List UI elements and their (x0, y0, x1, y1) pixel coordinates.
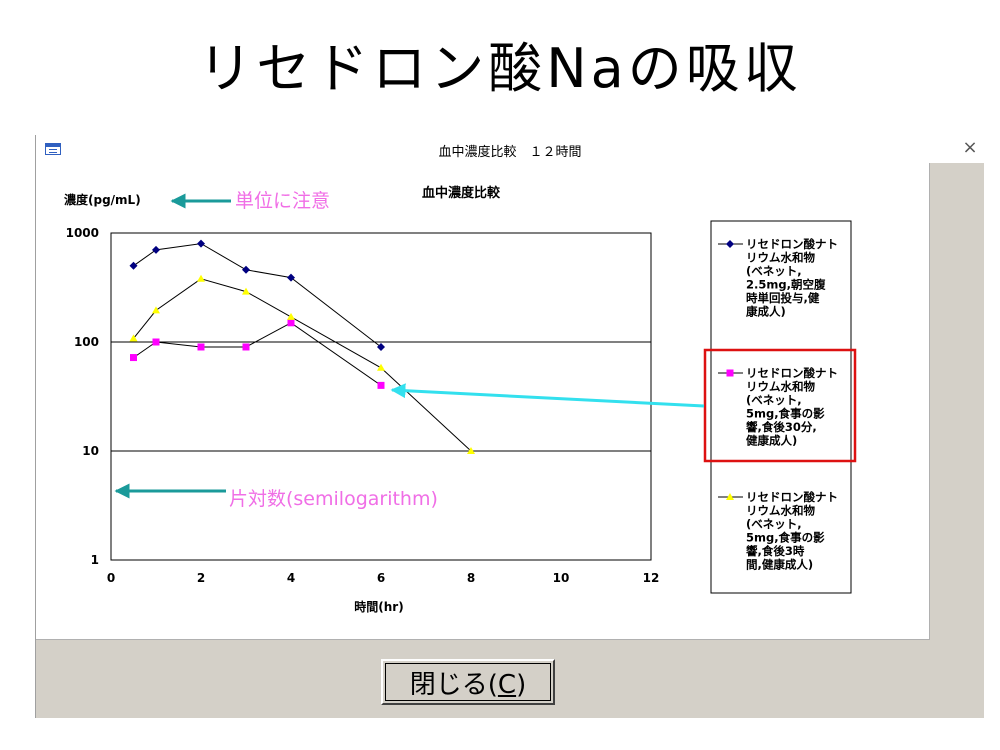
chart-title: 血中濃度比較 (422, 185, 501, 201)
legend-text-3-5: 間,健康成人) (746, 558, 813, 572)
legend-text-3-0: リセドロン酸ナト (746, 490, 838, 504)
x-tick-label-4: 8 (467, 571, 475, 585)
legend-text-1-5: 康成人) (746, 305, 786, 319)
series-2 (130, 319, 385, 389)
series-1-point-2 (197, 239, 205, 248)
window-titlebar: 血中濃度比較 １２時間 × (36, 135, 984, 163)
legend-highlight-box (703, 348, 857, 463)
series-1-line (133, 243, 382, 348)
x-tick-label-3: 6 (377, 571, 385, 585)
series-3-point-2 (197, 274, 205, 282)
legend-box (710, 220, 852, 594)
series-1-point-1 (152, 245, 160, 254)
series-2-point-0 (130, 354, 137, 362)
y-tick-label-2: 10 (82, 444, 99, 458)
legend-text-2-5: 健康成人) (746, 434, 797, 448)
legend-text-2-3: 5mg,食事の影 (746, 407, 825, 421)
series-2-point-4 (287, 319, 295, 327)
close-button[interactable]: 閉じる(C) (381, 659, 555, 705)
series-3-point-5 (377, 363, 385, 371)
legend-text-3-2: (ベネット, (746, 517, 802, 531)
series-1-point-4 (287, 273, 295, 282)
series-2-point-1 (152, 338, 160, 346)
y-tick-label-1: 100 (74, 335, 99, 349)
x-ticks: 0 2 4 6 8 10 12 (107, 571, 660, 585)
series-1-point-0 (129, 261, 138, 270)
legend-text-2-0: リセドロン酸ナト (746, 366, 838, 380)
series-3-line (133, 278, 472, 452)
series-2-point-2 (197, 343, 205, 351)
legend-text-1-4: 時単回投与,健 (746, 291, 820, 305)
legend-text-2-1: リウム水和物 (746, 380, 815, 394)
series-3 (129, 274, 475, 454)
chart-window: 血中濃度比較 １２時間 × 血中濃度比較 濃度(pg/mL) 時間(hr) 10… (35, 135, 984, 718)
series-2-point-5 (377, 381, 385, 389)
plot-frame (110, 232, 652, 561)
x-tick-label-5: 10 (553, 571, 570, 585)
semilog-note: 片対数(semilogarithm) (229, 488, 438, 510)
legend-marker-1 (726, 240, 734, 248)
series-3-point-1 (152, 306, 160, 314)
legend-marker-3 (726, 493, 734, 500)
y-axis-label: 濃度(pg/mL) (64, 192, 141, 207)
y-ticks: 1000 100 10 1 (66, 226, 99, 567)
series-2-line (133, 322, 382, 386)
legend: リセドロン酸ナトリウム水和物(ベネット,2.5mg,朝空腹時単回投与,健康成人)… (710, 220, 852, 594)
series-group (129, 239, 475, 454)
legend-text-3-1: リウム水和物 (746, 504, 815, 518)
x-tick-label-2: 4 (287, 571, 295, 585)
chart-area: 血中濃度比較 濃度(pg/mL) 時間(hr) 1000 100 10 1 0 2 4 6 8… (36, 163, 930, 640)
legend-text-3-4: 響,食後3時 (746, 544, 805, 558)
legend-text-1-0: リセドロン酸ナト (746, 237, 838, 251)
legend-text-2-4: 響,食後30分, (746, 420, 817, 434)
unit-note: 単位に注意 (235, 190, 330, 212)
legend-text-1-1: リウム水和物 (746, 251, 815, 265)
x-tick-label-0: 0 (107, 571, 115, 585)
y-tick-label-0: 1000 (66, 226, 99, 240)
x-axis-label: 時間(hr) (354, 599, 403, 614)
y-tick-label-3: 1 (91, 553, 99, 567)
legend-text-2-2: (ベネット, (746, 393, 802, 407)
series-3-point-6 (467, 447, 475, 454)
series-3-point-4 (287, 312, 295, 320)
legend-text-1-2: (ベネット, (746, 264, 802, 278)
close-icon[interactable]: × (962, 137, 978, 158)
series-3-point-3 (242, 287, 250, 295)
legend-marker-2 (726, 369, 734, 377)
series-1 (129, 239, 385, 351)
concentration-chart: 血中濃度比較 濃度(pg/mL) 時間(hr) 1000 100 10 1 0 2 4 6 8… (64, 185, 857, 614)
legend-text-1-3: 2.5mg,朝空腹 (746, 278, 826, 292)
series2-pointer-arrow (390, 383, 705, 408)
series-3-point-0 (129, 334, 138, 342)
series-2-point-3 (242, 343, 250, 351)
legend-text-3-3: 5mg,食事の影 (746, 531, 825, 545)
x-tick-label-6: 12 (643, 571, 660, 585)
series-1-point-5 (377, 342, 385, 351)
grid-lines (111, 232, 651, 561)
x-tick-label-1: 2 (197, 571, 205, 585)
window-icon (45, 143, 61, 155)
window-title: 血中濃度比較 １２時間 (438, 145, 582, 160)
series-1-point-3 (242, 265, 250, 274)
slide-title: リセドロン酸Naの吸収 (198, 37, 802, 100)
